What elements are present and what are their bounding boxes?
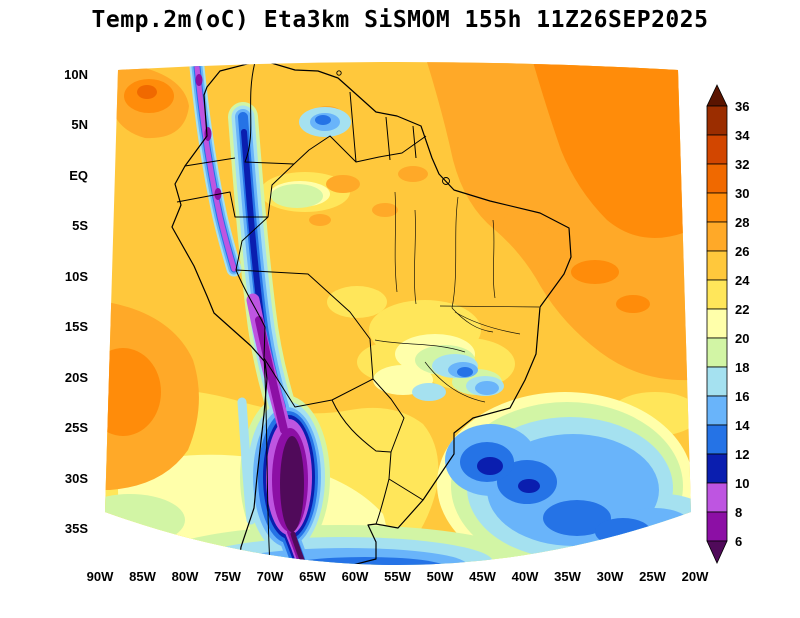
lat-tick-label: 25S [64,420,88,436]
colorbar-band-34-36 [706,105,728,136]
chart-title: Temp.2m(oC) Eta3km SiSMOM 155h 11Z26SEP2… [91,7,709,33]
colorbar-band-18-20 [706,337,728,368]
colorbar-tick-label: 12 [735,447,749,462]
band-30-spot [137,85,157,99]
colorbar-tick-label: 20 [735,331,749,346]
lon-tick-label: 35W [554,569,581,584]
colorbar-tick-label: 34 [735,128,750,143]
lon-tick-label: 25W [639,569,666,584]
colorbar-band-32-34 [706,134,728,165]
band-28-regions [105,62,691,436]
lon-tick-label: 65W [299,569,326,584]
lon-tick-label: 85W [129,569,156,584]
colorbar-band->36 [706,84,728,107]
colorbar-tick-label: 26 [735,244,749,259]
colorbar-band-20-22 [706,308,728,339]
colorbar-band-10-12 [706,453,728,484]
colorbar-band-8-10 [706,482,728,513]
colorbar-band-30-32 [706,163,728,194]
lon-tick-label: 80W [171,569,199,584]
colorbar-tick-label: 6 [735,534,742,549]
state-borders [374,191,540,403]
lon-tick-label: 70W [256,569,284,584]
colorbar-band-22-24 [706,279,728,310]
colorbar-band-24-26 [706,250,728,281]
colorbar-band-6-8 [706,511,728,542]
colorbar: 36 34 32 30 28 26 24 22 20 18 16 14 12 10 8 6 [704,84,774,576]
colorbar-tick-label: 30 [735,186,749,201]
colorbar-tick-label: 18 [735,360,749,375]
colorbar-band-<6 [706,540,728,564]
colorbar-band-26-28 [706,221,728,252]
colorbar-tick-label: 8 [735,505,742,520]
colorbar-tick-label: 10 [735,476,749,491]
lat-tick-label: 35S [64,520,88,536]
lon-tick-label: 55W [384,569,411,584]
lon-tick-label: 50W [426,569,454,584]
lat-tick-label: 5N [71,117,88,133]
colorbar-tick-label: 32 [735,157,749,172]
colorbar-band-28-30 [706,192,728,223]
colorbar-tick-label: 28 [735,215,749,230]
lat-tick-label: 20S [64,369,88,385]
lon-tick-label: 40W [511,569,539,584]
colorbar-svg: 36 34 32 30 28 26 24 22 20 18 16 14 12 10 8 6 [706,84,750,564]
colorbar-band-12-14 [706,424,728,455]
colorbar-tick-label: 22 [735,302,749,317]
colorbar-tick-label: 36 [735,99,749,114]
lat-tick-label: EQ [69,167,88,183]
colorbar-tick-label: 24 [735,273,750,288]
islands [336,70,450,185]
lat-tick-label: 5S [72,218,88,234]
colorbar-tick-label: 14 [735,418,750,433]
lat-tick-label: 30S [64,470,88,486]
map-svg [105,62,691,565]
country-borders [176,62,427,565]
colorbar-tick-label: 16 [735,389,749,404]
lon-tick-label: 75W [214,569,241,584]
lon-tick-label: 20W [681,569,709,584]
lat-tick-label: 15S [64,319,88,335]
colorbar-band-16-18 [706,366,728,397]
colorbar-band-14-16 [706,395,728,426]
lat-tick-label: 10S [64,268,88,284]
lon-tick-label: 30W [596,569,624,584]
coastline [171,62,572,565]
lon-tick-label: 45W [469,569,496,584]
lon-tick-label: 60W [341,569,369,584]
lon-tick-label: 90W [86,569,114,584]
map-plot [95,62,700,565]
lat-tick-label: 10N [64,67,88,82]
